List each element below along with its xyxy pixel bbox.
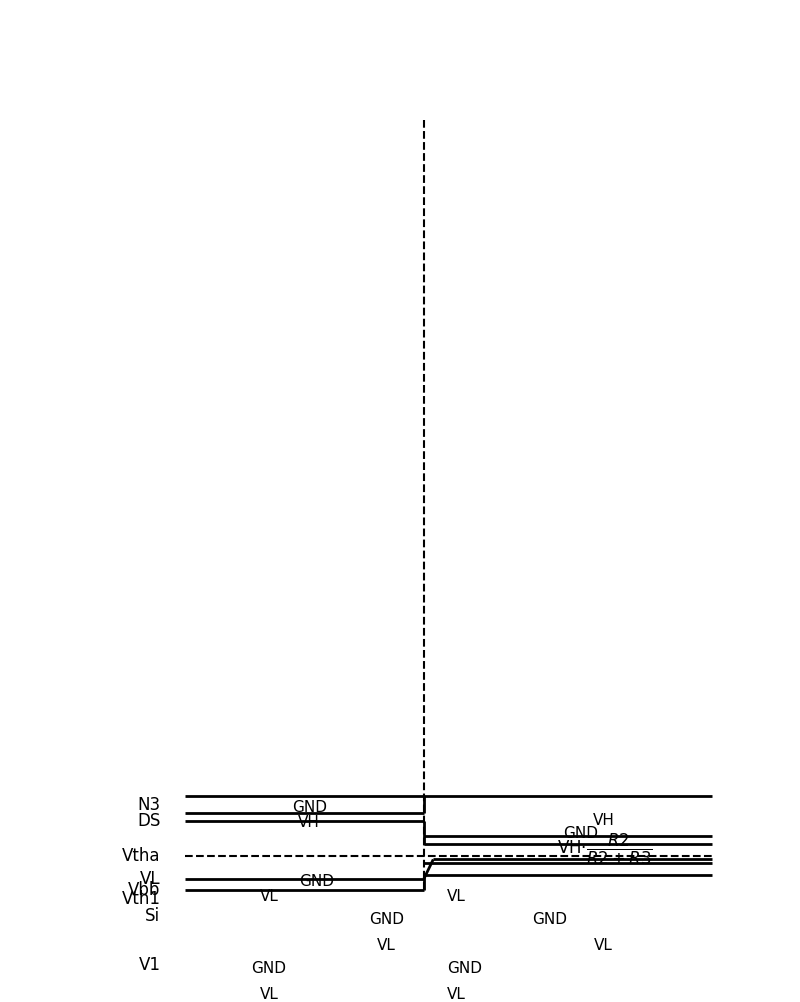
Text: VL: VL [259, 889, 278, 904]
Text: GND: GND [446, 961, 482, 976]
Text: GND: GND [292, 800, 326, 815]
Text: Si: Si [146, 907, 161, 925]
Text: N3: N3 [138, 796, 161, 814]
Text: GND: GND [532, 912, 567, 927]
Text: DS: DS [137, 812, 161, 830]
Text: VH·$\dfrac{R2}{R2+R3}$: VH·$\dfrac{R2}{R2+R3}$ [558, 832, 653, 867]
Text: VH: VH [298, 815, 320, 830]
Text: VL: VL [378, 938, 396, 953]
Text: GND: GND [563, 826, 598, 841]
Text: VL: VL [447, 889, 466, 904]
Text: GND: GND [370, 912, 404, 927]
Text: Vbb: Vbb [128, 881, 161, 899]
Text: Vtha: Vtha [122, 847, 161, 865]
Text: VL: VL [594, 938, 613, 953]
Text: VL: VL [447, 987, 466, 1002]
Text: VL: VL [140, 870, 161, 888]
Text: VH: VH [593, 814, 614, 829]
Text: V1: V1 [138, 956, 161, 974]
Text: VL: VL [259, 987, 278, 1002]
Text: GND: GND [299, 874, 334, 889]
Text: Vth1: Vth1 [122, 891, 161, 909]
Text: GND: GND [251, 961, 286, 976]
